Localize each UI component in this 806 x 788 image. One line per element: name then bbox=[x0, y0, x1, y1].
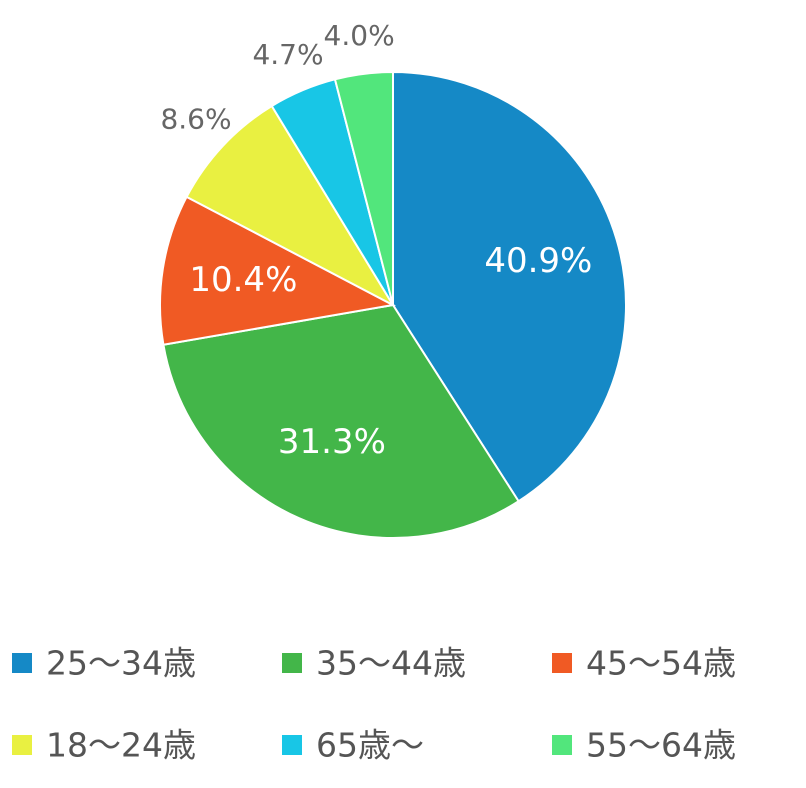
legend-label: 65歳～ bbox=[316, 726, 424, 765]
data-label: 40.9% bbox=[484, 241, 592, 281]
data-label: 4.7% bbox=[252, 38, 323, 71]
data-label: 8.6% bbox=[160, 102, 231, 135]
data-label: 4.0% bbox=[324, 19, 395, 52]
legend-swatch bbox=[12, 735, 32, 755]
legend-label: 45～54歳 bbox=[586, 644, 736, 683]
legend-swatch bbox=[12, 653, 32, 673]
pie-slice bbox=[185, 104, 396, 308]
pie-slice bbox=[333, 70, 394, 306]
pie-slice bbox=[162, 303, 520, 539]
legend-label: 18～24歳 bbox=[46, 726, 196, 765]
data-label: 10.4% bbox=[189, 260, 297, 300]
legend-label: 55～64歳 bbox=[586, 726, 736, 765]
legend-swatch bbox=[282, 653, 302, 673]
pie-slice bbox=[159, 195, 397, 346]
pie-slice bbox=[392, 70, 627, 503]
data-label: 31.3% bbox=[278, 422, 386, 462]
legend-swatch bbox=[552, 735, 572, 755]
legend-label: 35～44歳 bbox=[316, 644, 466, 683]
legend-label: 25～34歳 bbox=[46, 644, 196, 683]
legend-swatch bbox=[282, 735, 302, 755]
legend-swatch bbox=[552, 653, 572, 673]
